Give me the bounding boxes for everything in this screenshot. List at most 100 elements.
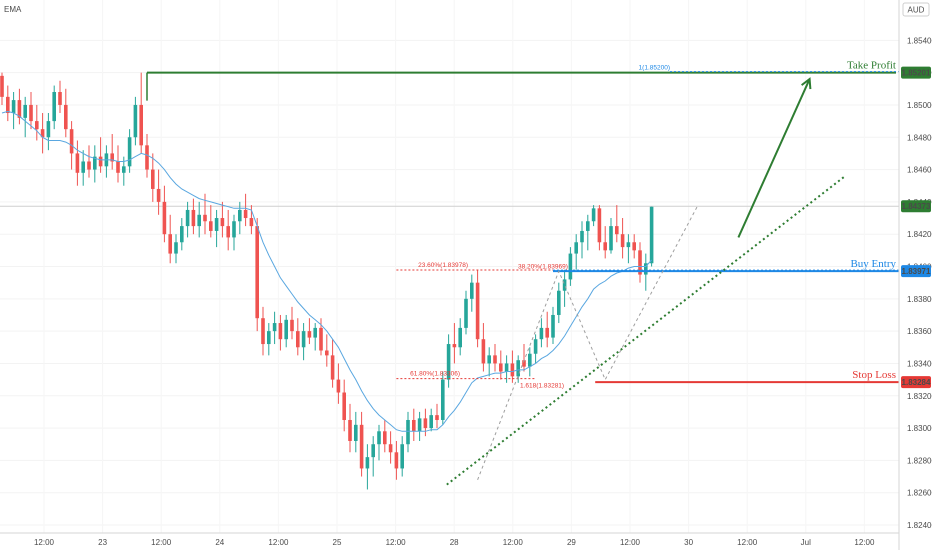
price-tag — [901, 66, 931, 79]
fib-label: 1.618(1.83281) — [520, 383, 564, 390]
candle-body — [145, 145, 149, 170]
candle-body — [591, 208, 596, 222]
candle-body — [499, 363, 503, 372]
ascending-trendline[interactable] — [446, 175, 846, 486]
candle-body — [151, 169, 155, 189]
x-tick-label: 12:00 — [151, 538, 172, 547]
candle-body — [29, 104, 33, 122]
currency-badge[interactable] — [902, 2, 930, 17]
candle-body — [446, 344, 451, 380]
candle-body — [516, 360, 520, 377]
candle-body — [75, 153, 80, 173]
candle-body — [336, 379, 341, 393]
candle-body — [359, 424, 364, 469]
candle-body — [301, 331, 306, 348]
candle-body — [626, 242, 631, 248]
x-tick-label: 12:00 — [268, 538, 289, 547]
candle-body — [110, 153, 114, 162]
candle-body — [388, 444, 393, 453]
y-axis-labels[interactable]: 1.854001.852001.850001.848001.846001.844… — [907, 36, 932, 530]
target-arrow-head — [801, 77, 812, 90]
indicator-legend[interactable]: EMA — [4, 5, 22, 14]
x-tick-label: 12:00 — [34, 538, 55, 547]
candle-body — [545, 327, 549, 338]
x-tick-label: Jul — [801, 538, 811, 547]
y-tick-label: 1.84600 — [907, 166, 932, 175]
candle-body — [238, 209, 242, 222]
y-tick-label: 1.82800 — [907, 456, 932, 465]
candle-body — [417, 418, 422, 432]
candle-body — [586, 221, 590, 231]
candle-body — [464, 298, 468, 328]
candle-body — [116, 161, 120, 173]
candle-body — [557, 290, 561, 315]
candle-body — [597, 208, 602, 243]
candle-body — [40, 129, 45, 138]
candle-body — [133, 104, 138, 138]
candle-body — [452, 344, 457, 348]
target-arrow-shaft[interactable] — [737, 78, 811, 238]
price-tag — [901, 376, 931, 389]
candle-body — [435, 415, 439, 420]
candle-body — [81, 161, 85, 173]
candle-body — [429, 415, 433, 429]
currency-label: AUD — [908, 6, 925, 15]
candle-body — [139, 104, 143, 146]
drawings[interactable]: Take Profit Buy Entry Stop Loss 1(1.85200) 2… — [146, 60, 899, 486]
candle-body — [278, 323, 283, 340]
candle-body — [412, 419, 416, 432]
candle-body — [568, 253, 573, 280]
candle-body — [406, 419, 410, 445]
price-tag — [901, 265, 931, 278]
candle-body — [475, 282, 480, 340]
candle-body — [458, 327, 462, 348]
price-tag-label: 1.83284 — [902, 378, 931, 387]
candle-body — [365, 457, 370, 469]
candle-body — [122, 166, 126, 173]
candle-body — [127, 137, 132, 167]
price-tag-label: 1.85201 — [902, 69, 931, 78]
candle-body — [6, 96, 10, 114]
candle-body — [64, 104, 68, 130]
x-tick-label: 12:00 — [620, 538, 641, 547]
x-tick-label: 28 — [450, 538, 459, 547]
y-tick-label: 1.83200 — [907, 392, 932, 401]
candle-body — [214, 218, 219, 231]
candle-body — [371, 444, 375, 458]
x-tick-label: 30 — [684, 538, 693, 547]
candle-body — [243, 209, 248, 219]
candle-body — [609, 226, 613, 251]
candle-body — [156, 188, 161, 202]
candle-body — [400, 444, 404, 469]
candle-body — [162, 201, 167, 235]
x-tick-label: 24 — [215, 538, 224, 547]
fib-label: 38.20%(1.83969) — [518, 264, 568, 271]
y-tick-label: 1.84200 — [907, 230, 932, 239]
candle-body — [87, 161, 91, 170]
candle-body — [562, 279, 567, 291]
candle-body — [191, 209, 196, 227]
y-tick-label: 1.83000 — [907, 424, 932, 433]
candle-body — [487, 355, 491, 364]
x-axis-labels[interactable]: 12:00 23 12:00 24 12:00 25 12:00 28 12:00 29 12:00… — [34, 538, 875, 547]
candle-body — [649, 206, 654, 264]
candle-body — [615, 226, 619, 235]
candle-body — [603, 242, 607, 251]
candle-body — [354, 424, 358, 441]
x-tick-label: 29 — [567, 538, 576, 547]
candle-body — [93, 156, 97, 170]
candle-body — [0, 75, 4, 97]
candle-body — [174, 242, 178, 254]
candle-body — [493, 355, 497, 364]
candle-body — [209, 221, 213, 231]
candle-body — [17, 100, 22, 118]
y-tick-label: 1.82400 — [907, 521, 932, 530]
candle-body — [383, 431, 387, 445]
price-tag — [901, 200, 931, 213]
candle-body — [168, 234, 172, 254]
candle-body — [319, 327, 323, 351]
harmonic-pattern — [477, 204, 699, 480]
candle-body — [551, 314, 555, 338]
